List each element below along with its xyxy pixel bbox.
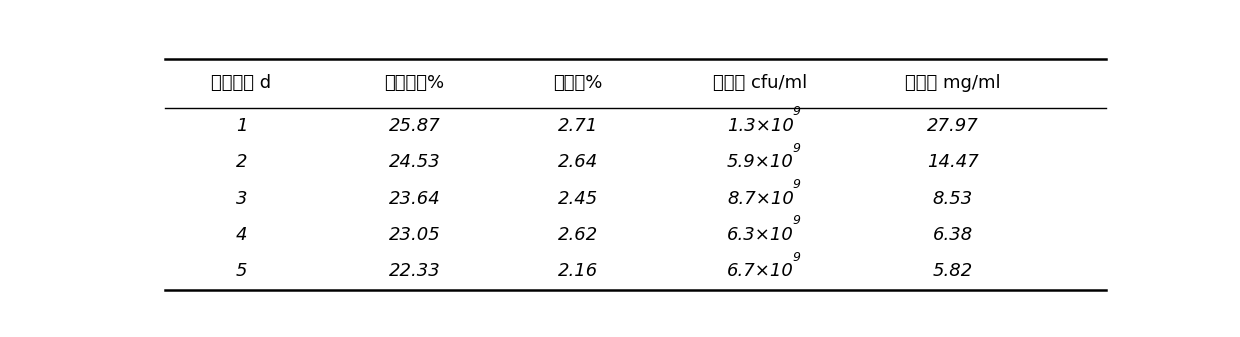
Text: 27.97: 27.97 xyxy=(926,117,978,135)
Text: 5: 5 xyxy=(236,263,247,280)
Text: 2: 2 xyxy=(236,153,247,172)
Text: 菌浓度 cfu/ml: 菌浓度 cfu/ml xyxy=(713,74,807,92)
Text: 14.47: 14.47 xyxy=(926,153,978,172)
Text: 9: 9 xyxy=(792,214,801,227)
Text: 2.62: 2.62 xyxy=(558,226,598,244)
Text: 22.33: 22.33 xyxy=(388,263,440,280)
Text: 8.7×10: 8.7×10 xyxy=(727,190,794,208)
Text: 6.3×10: 6.3×10 xyxy=(727,226,794,244)
Text: 2.71: 2.71 xyxy=(558,117,598,135)
Text: 5.82: 5.82 xyxy=(932,263,972,280)
Text: 1.3×10: 1.3×10 xyxy=(727,117,794,135)
Text: 6.38: 6.38 xyxy=(932,226,972,244)
Text: 24.53: 24.53 xyxy=(388,153,440,172)
Text: 9: 9 xyxy=(792,142,801,155)
Text: 3: 3 xyxy=(236,190,247,208)
Text: 23.05: 23.05 xyxy=(388,226,440,244)
Text: 8.53: 8.53 xyxy=(932,190,972,208)
Text: 木质素%: 木质素% xyxy=(553,74,603,92)
Text: 1: 1 xyxy=(236,117,247,135)
Text: 2.64: 2.64 xyxy=(558,153,598,172)
Text: 9: 9 xyxy=(792,105,801,118)
Text: 2.45: 2.45 xyxy=(558,190,598,208)
Text: 总纤维素%: 总纤维素% xyxy=(384,74,444,92)
Text: 9: 9 xyxy=(792,251,801,264)
Text: 6.7×10: 6.7×10 xyxy=(727,263,794,280)
Text: 发酵时长 d: 发酵时长 d xyxy=(212,74,272,92)
Text: 还原糖 mg/ml: 还原糖 mg/ml xyxy=(905,74,1001,92)
Text: 9: 9 xyxy=(792,178,801,191)
Text: 4: 4 xyxy=(236,226,247,244)
Text: 25.87: 25.87 xyxy=(388,117,440,135)
Text: 5.9×10: 5.9×10 xyxy=(727,153,794,172)
Text: 23.64: 23.64 xyxy=(388,190,440,208)
Text: 2.16: 2.16 xyxy=(558,263,598,280)
